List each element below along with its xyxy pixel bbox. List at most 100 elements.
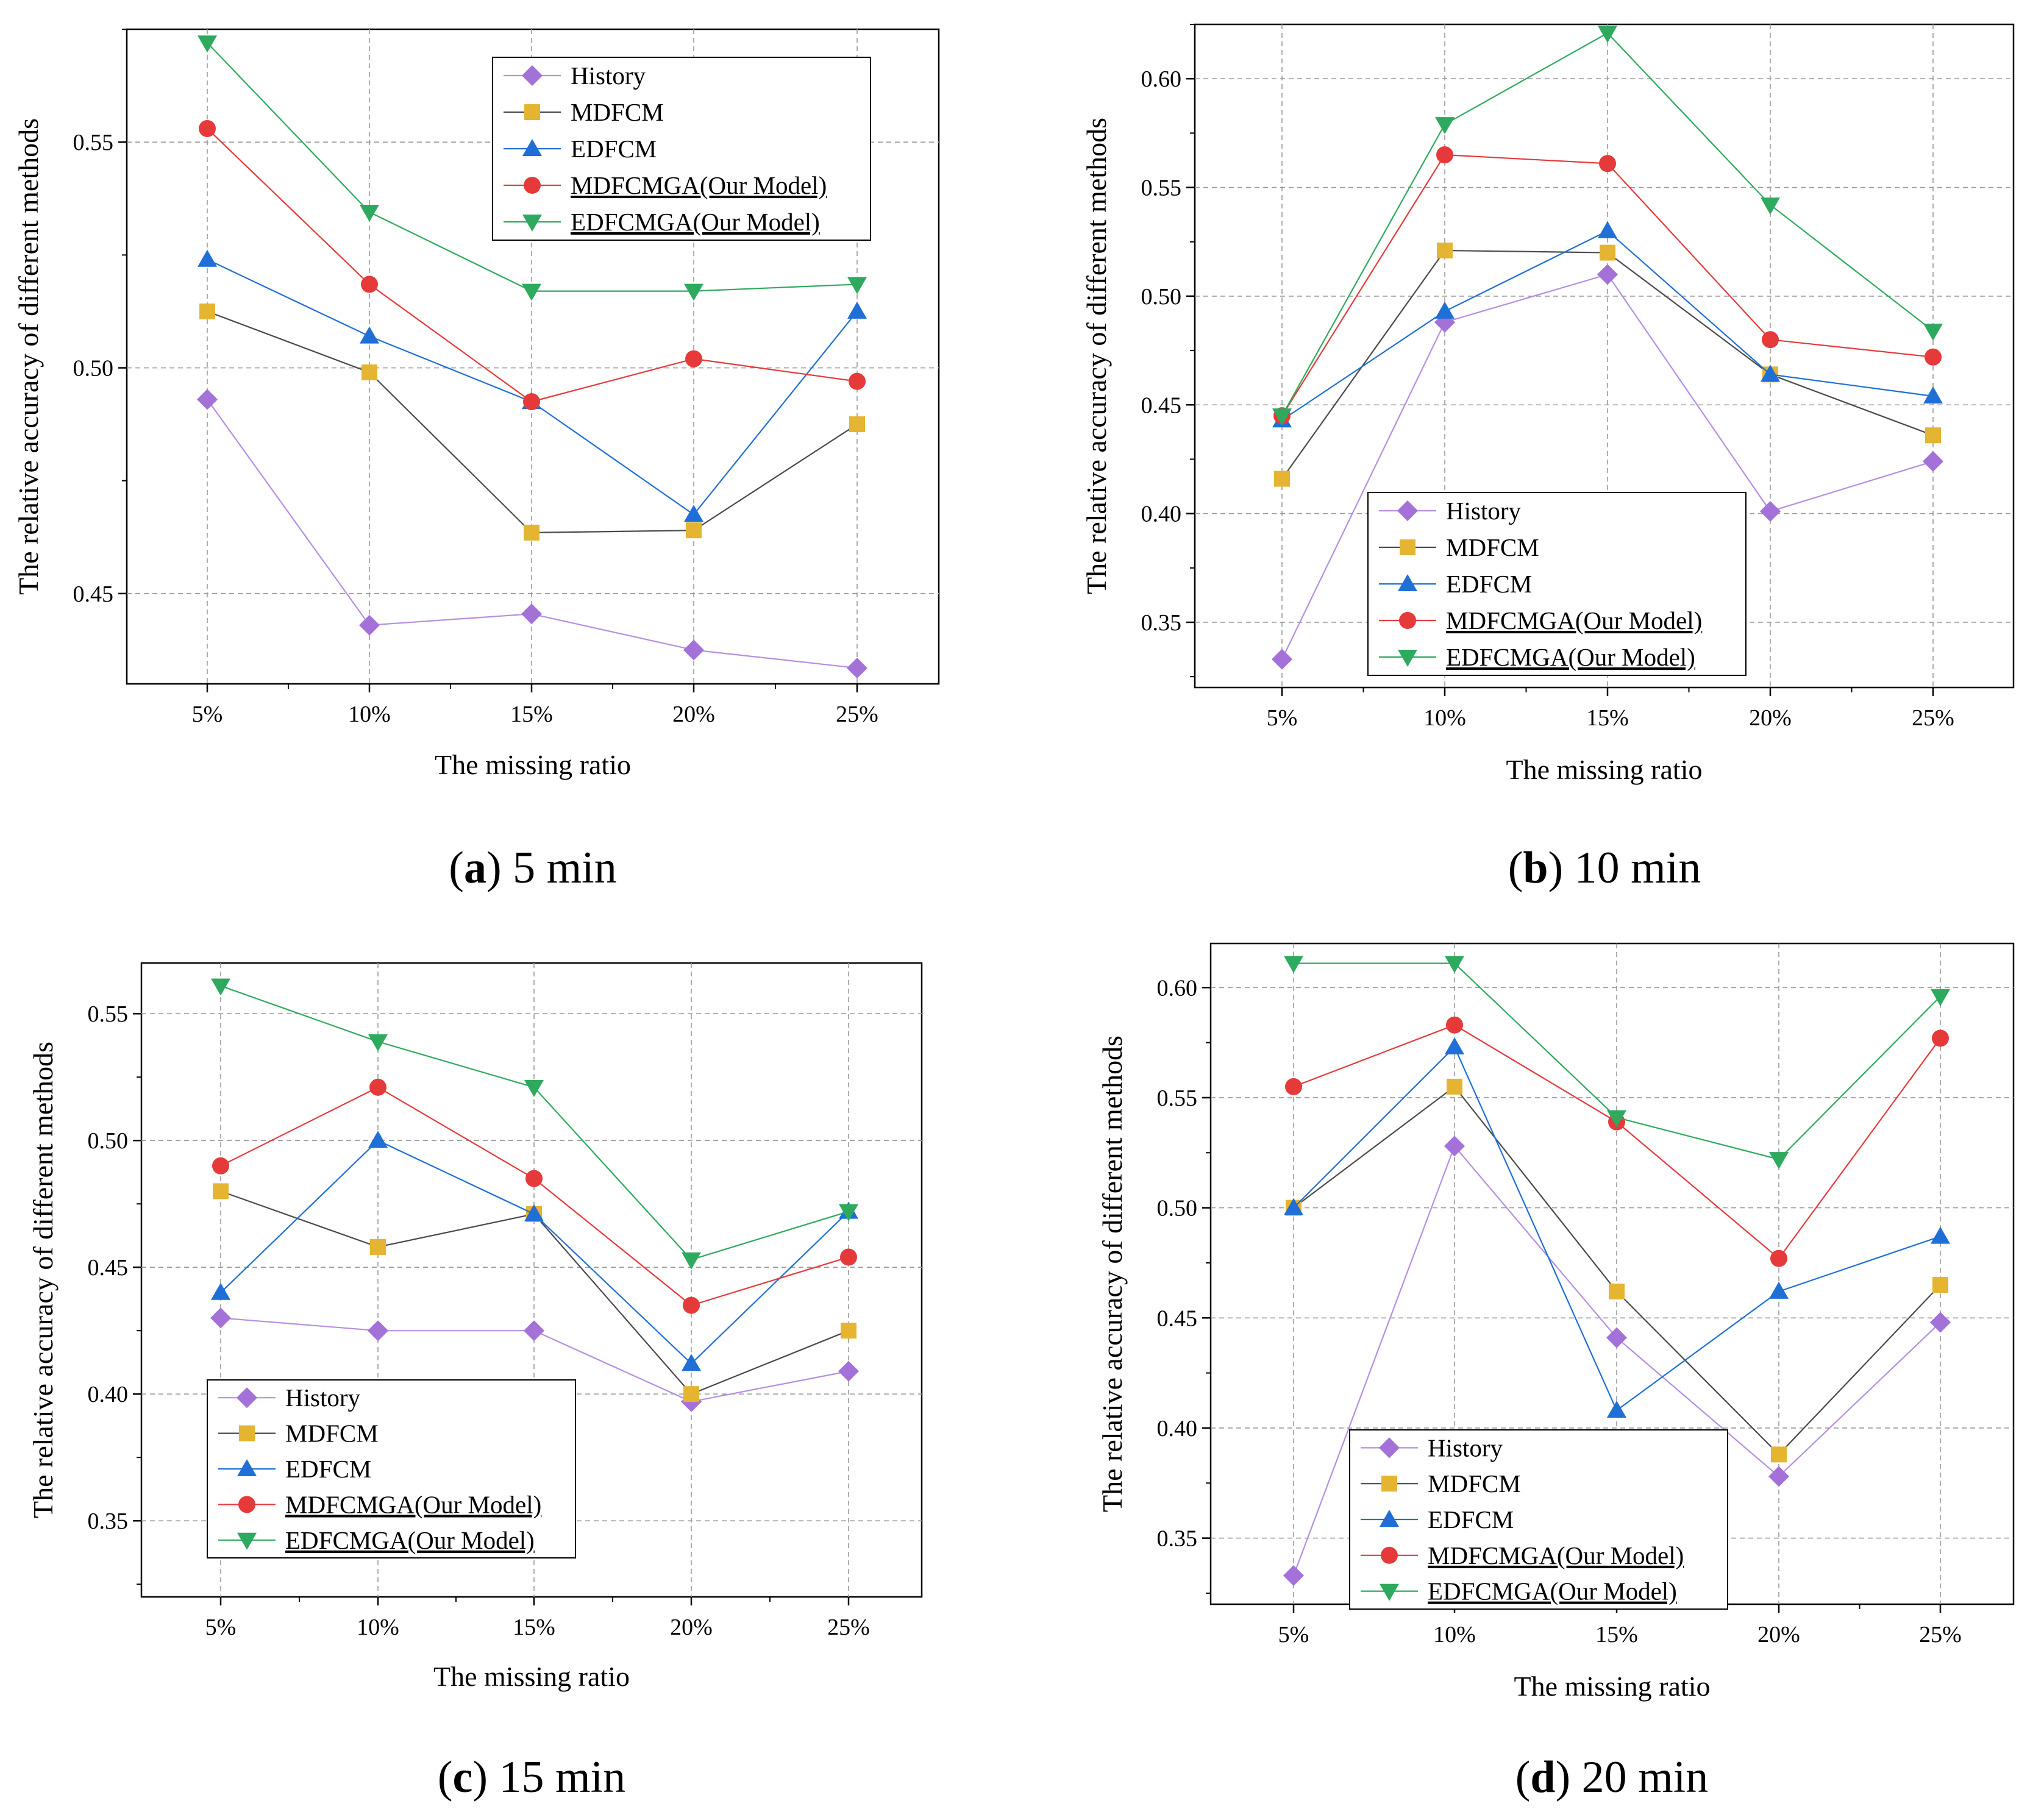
data-point bbox=[524, 1204, 544, 1221]
data-point bbox=[684, 505, 703, 522]
legend-marker bbox=[1380, 1510, 1399, 1527]
y-tick-label: 0.55 bbox=[88, 1001, 129, 1027]
x-axis-title: The missing ratio bbox=[1506, 754, 1703, 785]
data-point bbox=[1771, 1446, 1787, 1463]
data-point bbox=[360, 326, 379, 344]
legend-entry: MDFCM bbox=[1446, 533, 1539, 561]
x-tick-label: 15% bbox=[1595, 1622, 1638, 1647]
y-tick-label: 0.40 bbox=[88, 1382, 129, 1407]
data-point bbox=[1761, 197, 1780, 215]
x-tick-label: 10% bbox=[348, 702, 391, 727]
legend-entry: EDFCM bbox=[1446, 570, 1532, 598]
legend-entry: MDFCM bbox=[571, 98, 664, 126]
x-axis-title: The missing ratio bbox=[435, 749, 631, 780]
legend-entry: History bbox=[571, 62, 646, 90]
data-point bbox=[198, 249, 217, 267]
legend-marker bbox=[1380, 1583, 1399, 1601]
data-point bbox=[1435, 301, 1455, 319]
data-point bbox=[197, 389, 218, 410]
data-point bbox=[1437, 242, 1453, 258]
caption-letter: b bbox=[1523, 843, 1548, 893]
data-point bbox=[1762, 331, 1779, 349]
data-point bbox=[199, 303, 215, 319]
data-point bbox=[523, 393, 540, 411]
caption-letter: d bbox=[1530, 1752, 1555, 1802]
x-tick-label: 15% bbox=[510, 702, 553, 727]
data-point bbox=[199, 119, 216, 137]
data-point bbox=[1930, 1312, 1951, 1333]
legend-entry: EDFCMGA(Our Model) bbox=[285, 1526, 535, 1554]
data-point bbox=[1609, 1283, 1625, 1299]
x-tick-label: 10% bbox=[1433, 1622, 1476, 1647]
data-point bbox=[683, 639, 704, 661]
x-tick-label: 25% bbox=[827, 1615, 870, 1640]
panel-caption: (d) 20 min bbox=[1515, 1752, 1709, 1802]
data-point bbox=[1606, 1327, 1627, 1348]
data-point bbox=[849, 372, 866, 390]
data-point bbox=[1598, 26, 1617, 43]
legend-entry: MDFCMGA(Our Model) bbox=[1428, 1541, 1684, 1569]
data-point bbox=[211, 1282, 230, 1300]
legend-entry: History bbox=[285, 1384, 361, 1412]
y-tick-label: 0.50 bbox=[88, 1128, 129, 1154]
data-point bbox=[1769, 1281, 1789, 1299]
legend-marker bbox=[1379, 1437, 1400, 1459]
data-point bbox=[1770, 1249, 1787, 1267]
data-point bbox=[682, 1354, 701, 1371]
x-tick-label: 5% bbox=[205, 1615, 237, 1640]
y-tick-label: 0.40 bbox=[1157, 1416, 1198, 1441]
data-point bbox=[1272, 649, 1292, 670]
series-mdfcm bbox=[199, 303, 865, 541]
y-tick-label: 0.55 bbox=[1141, 176, 1182, 201]
data-point bbox=[213, 1183, 229, 1199]
legend-entry: EDFCM bbox=[1428, 1505, 1514, 1534]
x-tick-label: 20% bbox=[1749, 705, 1792, 731]
y-axis-title: The relative accuracy of different metho… bbox=[13, 118, 44, 595]
data-point bbox=[1932, 1277, 1948, 1293]
chart-panel-b: 5% 10% 15% 20% 25% 0.35 0.40 0.45 0.50 0.55 0.60 Th… bbox=[1081, 23, 2015, 893]
data-point bbox=[1446, 1016, 1463, 1034]
y-tick-label: 0.35 bbox=[1141, 610, 1182, 636]
data-point bbox=[1923, 323, 1943, 341]
x-tick-label: 25% bbox=[1912, 705, 1954, 731]
y-tick-label: 0.55 bbox=[73, 130, 114, 155]
legend-entry: EDFCM bbox=[571, 135, 657, 163]
data-point bbox=[849, 416, 865, 433]
chart-panel-d: 5% 10% 15% 20% 25% 0.35 0.40 0.45 0.50 0.55 0.60 Th… bbox=[1097, 942, 2015, 1802]
x-tick-label: 20% bbox=[1757, 1622, 1800, 1647]
y-tick-label: 0.35 bbox=[1157, 1526, 1198, 1552]
legend: History MDFCM EDFCM MDFCMGA(Our Model) EDFCM… bbox=[1349, 1429, 1728, 1610]
data-point bbox=[370, 1239, 386, 1255]
x-tick-label: 15% bbox=[513, 1615, 555, 1640]
y-axis-title: The relative accuracy of different metho… bbox=[1081, 118, 1112, 594]
legend-marker bbox=[522, 215, 542, 232]
data-point bbox=[368, 1320, 388, 1342]
legend: History MDFCM EDFCM MDFCMGA(Our Model) EDFCM… bbox=[492, 57, 871, 241]
series-edfcmga-our-model- bbox=[198, 35, 867, 301]
y-tick-label: 0.60 bbox=[1157, 975, 1198, 1001]
data-point bbox=[1447, 1078, 1462, 1095]
series-edfcm bbox=[211, 1131, 858, 1371]
data-point bbox=[683, 1386, 699, 1402]
data-point bbox=[1599, 155, 1616, 172]
data-point bbox=[1932, 1029, 1949, 1047]
data-point bbox=[360, 204, 379, 222]
y-tick-label: 0.45 bbox=[88, 1255, 129, 1281]
legend-entry: MDFCMGA(Our Model) bbox=[1446, 606, 1702, 634]
series-edfcm bbox=[1284, 1037, 1950, 1418]
panel-caption: (b) 10 min bbox=[1508, 843, 1701, 893]
legend-marker bbox=[1397, 500, 1418, 521]
series-mdfcmga-our-model- bbox=[1273, 146, 1942, 425]
data-point bbox=[1435, 117, 1455, 135]
data-point bbox=[1925, 348, 1942, 366]
legend-marker bbox=[1381, 1476, 1397, 1492]
data-point bbox=[1925, 427, 1941, 444]
series-history bbox=[210, 1307, 859, 1412]
data-point bbox=[524, 524, 539, 541]
data-point bbox=[682, 1252, 701, 1270]
legend: History MDFCM EDFCM MDFCMGA(Our Model) EDFCM… bbox=[207, 1379, 576, 1558]
x-tick-label: 10% bbox=[1423, 705, 1466, 731]
chart-panel-c: 5% 10% 15% 20% 25% 0.35 0.40 0.45 0.50 0.55 The mi… bbox=[27, 962, 923, 1802]
x-tick-label: 5% bbox=[192, 702, 223, 727]
